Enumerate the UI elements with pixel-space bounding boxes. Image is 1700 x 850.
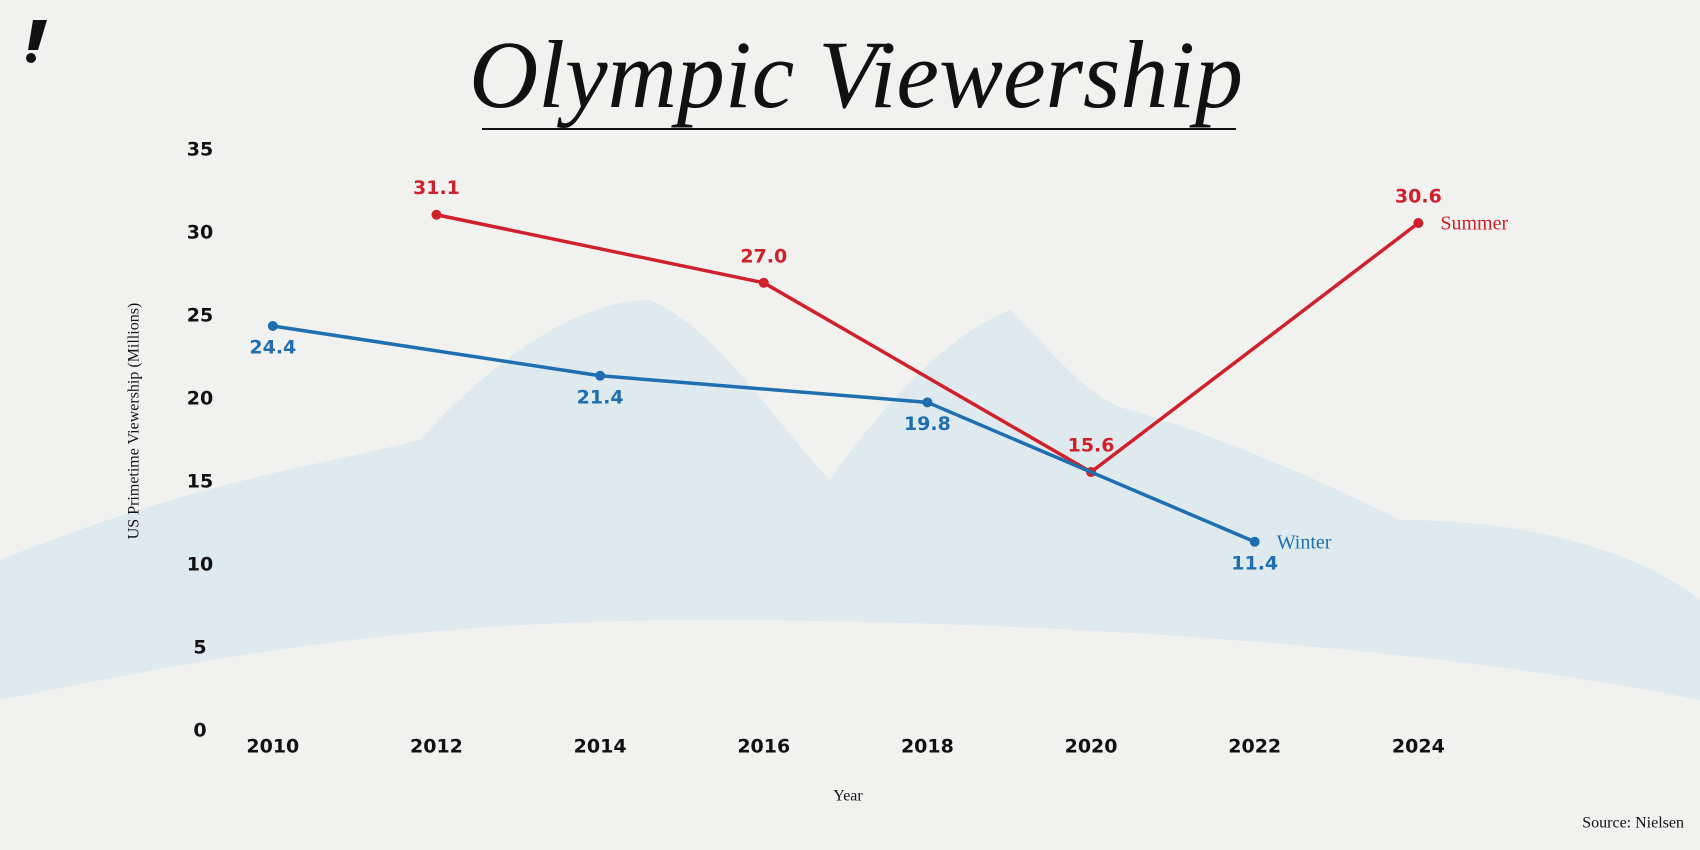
y-tick-label: 25	[187, 305, 213, 327]
x-tick-label: 2012	[410, 736, 463, 758]
logo	[26, 20, 47, 63]
data-point	[595, 370, 606, 381]
data-label: 30.6	[1395, 186, 1442, 208]
x-tick-label: 2022	[1228, 736, 1281, 758]
y-tick-label: 20	[187, 388, 213, 410]
series-label: Summer	[1440, 213, 1508, 235]
data-point	[922, 397, 933, 408]
data-point	[1249, 536, 1260, 547]
data-point	[758, 277, 769, 288]
x-tick-label: 2018	[901, 736, 954, 758]
data-label: 31.1	[413, 177, 460, 199]
y-tick-label: 10	[187, 554, 213, 576]
x-tick-label: 2014	[574, 736, 627, 758]
y-tick-label: 15	[187, 471, 213, 493]
series-line	[272, 324, 1256, 544]
y-axis-label: US Primetime Viewership (Millions)	[126, 303, 143, 540]
data-point	[1413, 218, 1424, 229]
x-axis-label: Year	[833, 788, 863, 805]
x-tick-label: 2010	[246, 736, 299, 758]
y-tick-label: 5	[193, 637, 206, 659]
data-label: 15.6	[1068, 435, 1115, 457]
x-tick-label: 2016	[737, 736, 790, 758]
source: Source: Nielsen	[1582, 815, 1684, 832]
y-tick-label: 30	[187, 222, 213, 244]
series-label: Winter	[1277, 531, 1332, 553]
chart-title: Olympic Viewership	[469, 21, 1243, 128]
x-tick-label: 2024	[1392, 736, 1445, 758]
data-point	[431, 209, 442, 220]
data-label: 19.8	[904, 413, 951, 435]
data-label: 24.4	[249, 336, 296, 358]
data-point	[267, 320, 278, 331]
y-tick-label: 35	[187, 139, 213, 161]
data-label: 11.4	[1231, 552, 1278, 574]
data-label: 27.0	[740, 245, 787, 267]
x-tick-label: 2020	[1065, 736, 1118, 758]
mountain-decoration	[0, 300, 1700, 700]
y-tick-label: 0	[193, 720, 206, 742]
series-line	[436, 213, 1420, 475]
data-label: 21.4	[577, 386, 624, 408]
